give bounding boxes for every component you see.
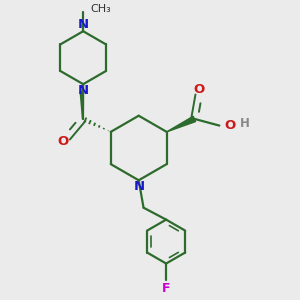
Text: F: F	[162, 282, 170, 295]
Text: H: H	[239, 118, 249, 130]
Text: O: O	[57, 135, 68, 148]
Text: N: N	[134, 180, 145, 193]
Polygon shape	[167, 116, 196, 132]
Text: N: N	[78, 18, 89, 31]
Text: CH₃: CH₃	[90, 4, 111, 14]
Text: O: O	[193, 83, 204, 96]
Text: O: O	[224, 119, 236, 132]
Text: N: N	[78, 84, 89, 97]
